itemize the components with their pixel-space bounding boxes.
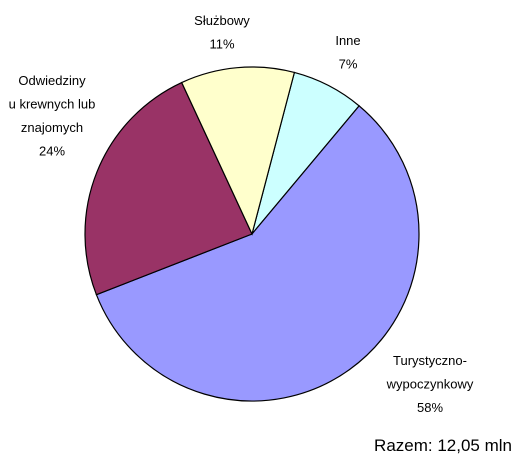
slice-label: Służbowy xyxy=(194,13,250,28)
label-line: u krewnych lub xyxy=(9,97,96,112)
label-line: Turystyczno- xyxy=(393,353,467,368)
label-line: znajomych xyxy=(21,120,83,135)
pie-slice xyxy=(84,81,253,296)
label-line: Służbowy xyxy=(194,13,250,28)
slice-label: Odwiedziny u krewnych lub znajomych xyxy=(9,73,96,135)
label-line: Inne xyxy=(335,33,360,48)
slice-label: Inne xyxy=(335,33,360,48)
value-label: 24% xyxy=(39,144,65,159)
annotation: Razem: 12,05 mln xyxy=(374,436,512,455)
label-line: wypoczynkowy xyxy=(386,377,474,392)
value-label: 7% xyxy=(339,57,358,72)
label-line: Odwiedziny xyxy=(18,73,86,88)
pie-slice xyxy=(95,105,420,402)
value-label: 58% xyxy=(417,400,443,415)
pie-slice xyxy=(180,66,296,236)
value-label: 11% xyxy=(209,37,234,52)
slice-label: Turystyczno-wypoczynkowy xyxy=(386,353,474,392)
